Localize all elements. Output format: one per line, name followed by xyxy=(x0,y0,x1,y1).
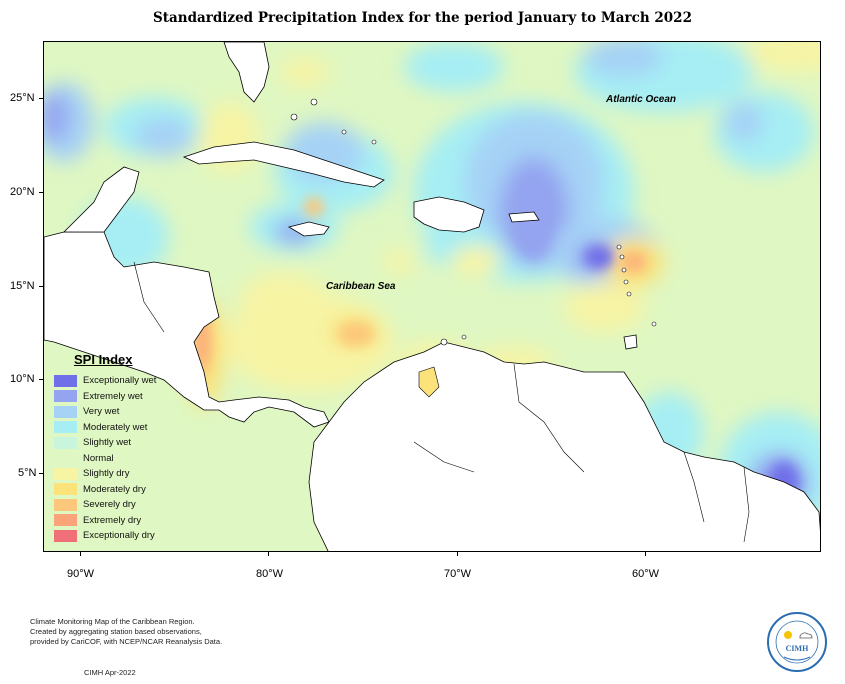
footnote-line: provided by CariCOF, with NCEP/NCAR Rean… xyxy=(30,637,223,646)
legend-label: Very wet xyxy=(83,406,120,418)
legend-item: Normal xyxy=(54,451,184,467)
spi-map-canvas xyxy=(44,42,820,551)
atlantic-ocean-label: Atlantic Ocean xyxy=(606,94,677,105)
spi-legend: SPI Index Exceptionally wet Extremely wet… xyxy=(54,352,184,544)
legend-item: Moderately dry xyxy=(54,482,184,498)
legend-swatch xyxy=(54,452,77,465)
legend-item: Slightly dry xyxy=(54,466,184,482)
legend-label: Slightly dry xyxy=(83,468,130,480)
caribbean-sea-label: Caribbean Sea xyxy=(326,281,396,292)
legend-label: Extremely wet xyxy=(83,390,143,402)
lat-tick-15n: 15°N xyxy=(10,280,35,292)
legend-swatch xyxy=(54,483,77,496)
legend-label: Normal xyxy=(83,452,114,464)
logo-text: CIMH xyxy=(786,644,809,653)
lat-tick-20n: 20°N xyxy=(10,186,35,198)
lat-tick-5n: 5°N xyxy=(18,467,37,479)
legend-label: Exceptionally wet xyxy=(83,375,157,387)
legend-label: Extremely dry xyxy=(83,514,142,526)
legend-label: Moderately dry xyxy=(83,483,146,495)
lat-tickmark xyxy=(39,98,43,99)
legend-item: Moderately wet xyxy=(54,420,184,436)
lon-tickmark xyxy=(80,552,81,556)
lat-tickmark xyxy=(39,379,43,380)
legend-item: Exceptionally dry xyxy=(54,528,184,544)
lat-tickmark xyxy=(39,473,43,474)
lat-tick-10n: 10°N xyxy=(10,373,35,385)
legend-item: Extremely dry xyxy=(54,513,184,529)
legend-swatch xyxy=(54,467,77,480)
footnote-line: Created by aggregating station based obs… xyxy=(30,627,202,636)
legend-label: Moderately wet xyxy=(83,421,148,433)
legend-swatch xyxy=(54,421,77,434)
legend-swatch xyxy=(54,390,77,403)
lon-tickmark xyxy=(645,552,646,556)
legend-title: SPI Index xyxy=(74,352,133,367)
legend-swatch xyxy=(54,436,77,449)
legend-item: Slightly wet xyxy=(54,435,184,451)
lat-tick-25n: 25°N xyxy=(10,92,35,104)
lon-tickmark xyxy=(457,552,458,556)
legend-item: Very wet xyxy=(54,404,184,420)
cimh-logo: CIMH xyxy=(767,612,827,672)
legend-swatch xyxy=(54,498,77,511)
legend-label: Slightly wet xyxy=(83,437,132,449)
lon-tick-80w: 80°W xyxy=(256,568,284,580)
legend-item: Severely dry xyxy=(54,497,184,513)
legend-item: Extremely wet xyxy=(54,389,184,405)
legend-item: Exceptionally wet xyxy=(54,373,184,389)
footnote: Climate Monitoring Map of the Caribbean … xyxy=(30,617,222,647)
lon-tickmark xyxy=(268,552,269,556)
spi-map xyxy=(43,41,821,552)
lon-tick-70w: 70°W xyxy=(444,568,472,580)
legend-swatch xyxy=(54,405,77,418)
lon-tick-60w: 60°W xyxy=(632,568,660,580)
sun-icon xyxy=(784,631,792,639)
credit-text: CIMH Apr-2022 xyxy=(84,668,136,677)
land-masses xyxy=(44,42,820,551)
lat-tickmark xyxy=(39,286,43,287)
footnote-line: Climate Monitoring Map of the Caribbean … xyxy=(30,617,195,626)
cloud-icon xyxy=(799,632,813,639)
map-title: Standardized Precipitation Index for the… xyxy=(153,10,692,26)
legend-label: Exceptionally dry xyxy=(83,530,155,542)
lon-tick-90w: 90°W xyxy=(67,568,95,580)
legend-swatch xyxy=(54,514,77,527)
legend-swatch xyxy=(54,374,77,387)
legend-label: Severely dry xyxy=(83,499,136,511)
lat-tickmark xyxy=(39,192,43,193)
legend-swatch xyxy=(54,529,77,542)
